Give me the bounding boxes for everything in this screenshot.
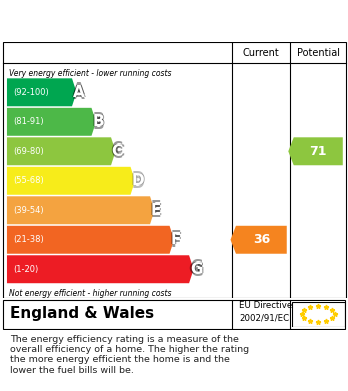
Polygon shape	[7, 226, 174, 254]
Text: A: A	[73, 87, 85, 102]
Text: B: B	[91, 114, 103, 129]
Text: A: A	[73, 82, 85, 97]
Text: B: B	[92, 112, 104, 127]
Text: F: F	[169, 232, 180, 247]
Text: B: B	[92, 114, 104, 129]
Text: 36: 36	[253, 233, 270, 246]
Polygon shape	[7, 255, 193, 283]
Text: England & Wales: England & Wales	[10, 306, 155, 321]
Text: G: G	[190, 262, 202, 277]
Text: D: D	[130, 173, 143, 188]
Text: D: D	[131, 171, 144, 186]
Text: A: A	[73, 85, 85, 100]
Text: EU Directive
2002/91/EC: EU Directive 2002/91/EC	[239, 301, 293, 322]
Polygon shape	[288, 137, 343, 165]
Text: G: G	[190, 264, 202, 279]
Polygon shape	[7, 78, 77, 106]
Text: F: F	[170, 232, 181, 247]
Text: C: C	[111, 144, 122, 159]
Text: C: C	[112, 144, 123, 159]
Text: G: G	[191, 262, 203, 277]
Text: Not energy efficient - higher running costs: Not energy efficient - higher running co…	[9, 289, 171, 298]
Text: E: E	[150, 203, 160, 218]
Polygon shape	[230, 226, 287, 254]
Text: (55-68): (55-68)	[13, 176, 44, 185]
Polygon shape	[7, 167, 135, 195]
Text: (39-54): (39-54)	[13, 206, 44, 215]
Text: Energy Efficiency Rating: Energy Efficiency Rating	[60, 12, 288, 30]
Text: (92-100): (92-100)	[13, 88, 49, 97]
Text: Potential: Potential	[297, 48, 340, 58]
Text: D: D	[131, 173, 144, 188]
Text: D: D	[132, 173, 145, 188]
Text: G: G	[190, 259, 202, 274]
Text: E: E	[151, 205, 161, 221]
Text: F: F	[170, 230, 181, 245]
Text: Current: Current	[243, 48, 280, 58]
Text: B: B	[93, 114, 105, 129]
Text: A: A	[74, 85, 86, 100]
Text: G: G	[189, 262, 201, 277]
Text: F: F	[171, 232, 182, 247]
Text: Very energy efficient - lower running costs: Very energy efficient - lower running co…	[9, 69, 171, 78]
Text: (21-38): (21-38)	[13, 235, 44, 244]
Text: D: D	[131, 176, 144, 191]
Text: F: F	[170, 235, 181, 250]
Text: The energy efficiency rating is a measure of the
overall efficiency of a home. T: The energy efficiency rating is a measur…	[10, 335, 250, 375]
Text: (81-91): (81-91)	[13, 117, 44, 126]
Text: E: E	[152, 203, 162, 218]
Text: 71: 71	[309, 145, 327, 158]
Text: (1-20): (1-20)	[13, 265, 39, 274]
Polygon shape	[7, 137, 116, 165]
Text: C: C	[112, 146, 123, 161]
Polygon shape	[7, 108, 96, 136]
Text: C: C	[113, 144, 124, 159]
Text: (69-80): (69-80)	[13, 147, 44, 156]
Text: E: E	[151, 203, 161, 218]
Polygon shape	[7, 196, 155, 224]
Text: B: B	[92, 117, 104, 132]
Text: C: C	[112, 141, 123, 156]
Text: E: E	[151, 200, 161, 215]
Text: A: A	[72, 85, 84, 100]
